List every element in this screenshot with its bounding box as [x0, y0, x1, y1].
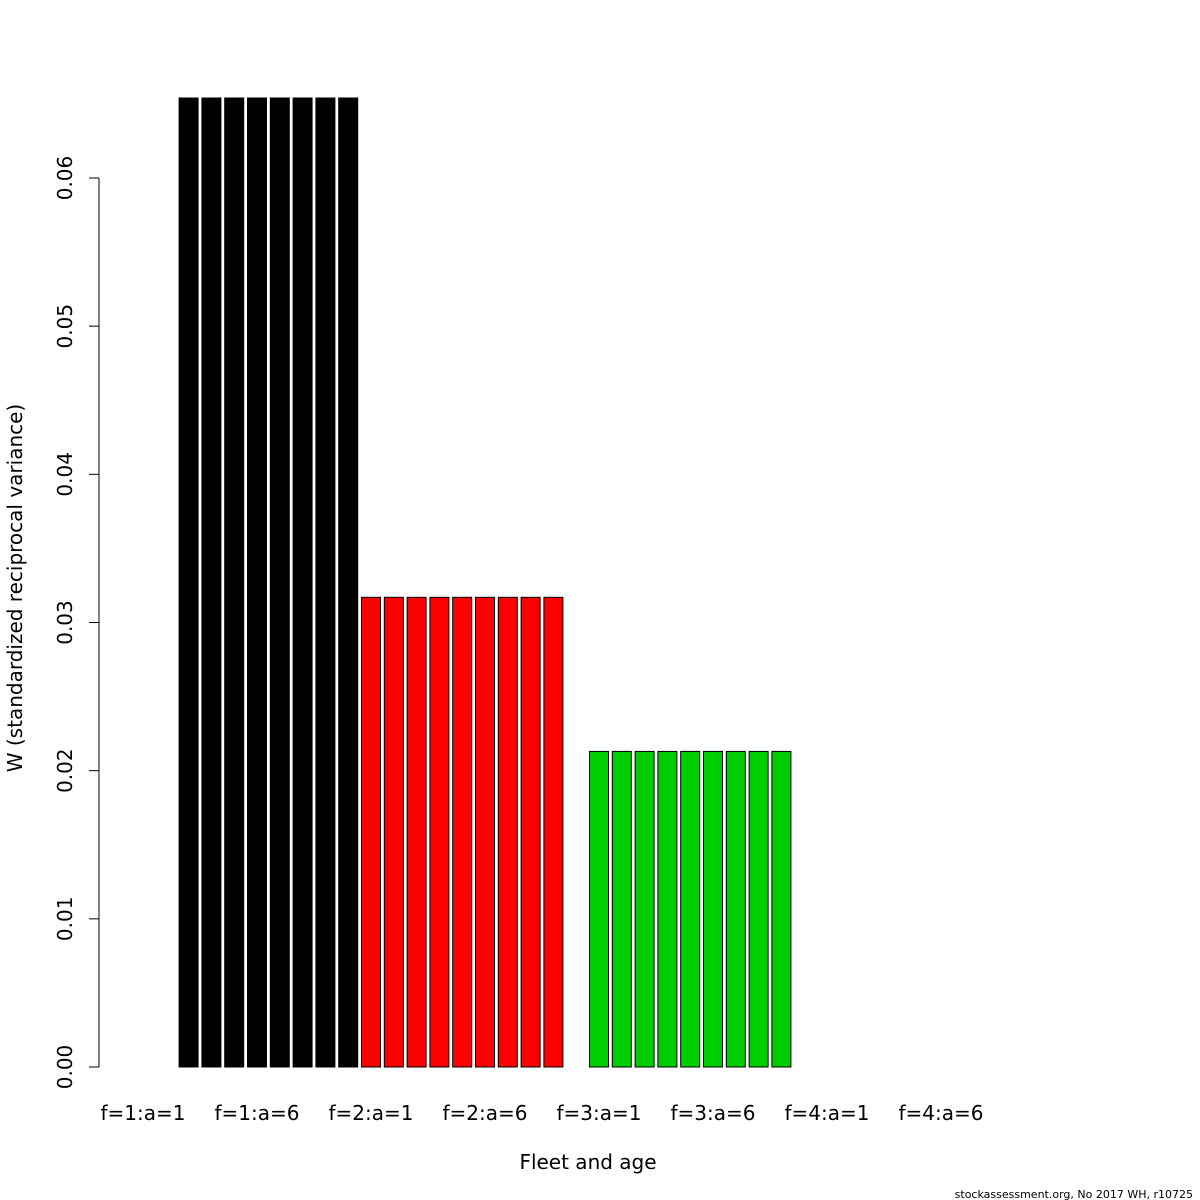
x-tick-label: f=3:a=6 — [671, 1101, 756, 1125]
bar — [361, 596, 381, 1068]
bar — [224, 97, 245, 1068]
bar — [475, 596, 495, 1068]
bar — [269, 97, 290, 1068]
y-tick-label: 0.00 — [53, 1045, 77, 1090]
bar — [611, 750, 632, 1068]
bar — [657, 750, 678, 1068]
y-tick-label: 0.01 — [53, 897, 77, 942]
bar — [178, 97, 199, 1068]
bar — [748, 750, 769, 1068]
bar — [771, 750, 792, 1068]
x-tick-label: f=3:a=1 — [557, 1101, 642, 1125]
bar — [680, 750, 701, 1068]
bar — [406, 596, 427, 1068]
footer: stockassessment.org, No 2017 WH, r10725 — [955, 1188, 1193, 1200]
bar — [543, 596, 564, 1068]
bar — [201, 97, 222, 1068]
x-tick-label: f=2:a=1 — [329, 1101, 414, 1125]
x-tick-label: f=2:a=6 — [443, 1101, 528, 1125]
bar — [338, 97, 359, 1068]
y-tick-label: 0.05 — [53, 304, 77, 349]
bar — [315, 97, 336, 1068]
x-tick-label: f=1:a=6 — [215, 1101, 300, 1125]
bar — [634, 750, 655, 1068]
y-tick-label: 0.02 — [53, 748, 77, 793]
y-tick-label: 0.04 — [53, 452, 77, 497]
bar — [520, 596, 541, 1068]
x-tick-label: f=4:a=1 — [785, 1101, 870, 1125]
bar — [703, 750, 723, 1068]
bar — [292, 97, 313, 1068]
bar — [247, 97, 267, 1068]
y-tick-label: 0.03 — [53, 600, 77, 645]
y-tick-label: 0.06 — [53, 156, 77, 201]
bar — [452, 596, 473, 1068]
x-axis-label: Fleet and age — [519, 1150, 656, 1174]
bar — [429, 596, 450, 1068]
bar — [589, 750, 609, 1068]
bar — [383, 596, 404, 1068]
y-axis-label: W (standardized reciprocal variance) — [3, 404, 27, 773]
x-tick-label: f=4:a=6 — [899, 1101, 984, 1125]
x-tick-label: f=1:a=1 — [101, 1101, 186, 1125]
bar — [497, 596, 518, 1068]
bar — [725, 750, 746, 1068]
